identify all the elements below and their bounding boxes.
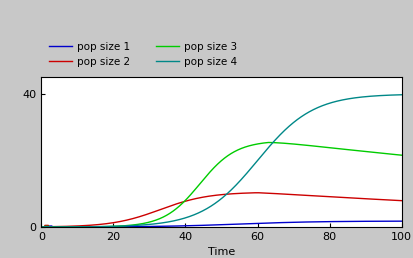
pop size 2 — [76, 224, 81, 228]
pop size 4 — [285, 125, 290, 128]
pop size 1 — [197, 224, 202, 227]
pop size 2 — [286, 193, 291, 196]
pop size 4 — [319, 104, 324, 107]
pop size 4 — [39, 225, 44, 229]
pop size 3 — [39, 225, 44, 229]
pop size 2 — [398, 199, 403, 202]
pop size 4 — [76, 225, 81, 228]
pop size 1 — [184, 224, 189, 227]
pop size 1 — [325, 220, 330, 223]
pop size 2 — [326, 195, 331, 198]
pop size 4 — [184, 216, 189, 219]
Line: pop size 2: pop size 2 — [41, 193, 401, 227]
pop size 3 — [286, 142, 291, 145]
Line: pop size 4: pop size 4 — [41, 95, 401, 227]
pop size 1 — [285, 221, 290, 224]
pop size 2 — [39, 225, 44, 229]
pop size 3 — [197, 182, 202, 185]
pop size 1 — [76, 225, 81, 229]
pop size 3 — [326, 146, 331, 149]
pop size 1 — [398, 220, 403, 223]
Line: pop size 1: pop size 1 — [41, 221, 401, 227]
pop size 3 — [184, 197, 189, 200]
pop size 3 — [319, 146, 324, 149]
pop size 2 — [197, 196, 202, 199]
pop size 3 — [266, 141, 271, 144]
pop size 2 — [254, 191, 259, 194]
pop size 3 — [76, 225, 81, 229]
pop size 2 — [184, 199, 189, 202]
Legend: pop size 1, pop size 2, pop size 3, pop size 4: pop size 1, pop size 2, pop size 3, pop … — [47, 40, 239, 69]
pop size 1 — [319, 220, 324, 223]
X-axis label: Time: Time — [207, 247, 235, 257]
pop size 3 — [398, 154, 403, 157]
pop size 4 — [325, 102, 330, 105]
Line: pop size 3: pop size 3 — [41, 142, 401, 227]
pop size 4 — [398, 93, 403, 96]
pop size 2 — [319, 195, 324, 198]
pop size 4 — [197, 211, 202, 214]
pop size 1 — [39, 225, 44, 229]
